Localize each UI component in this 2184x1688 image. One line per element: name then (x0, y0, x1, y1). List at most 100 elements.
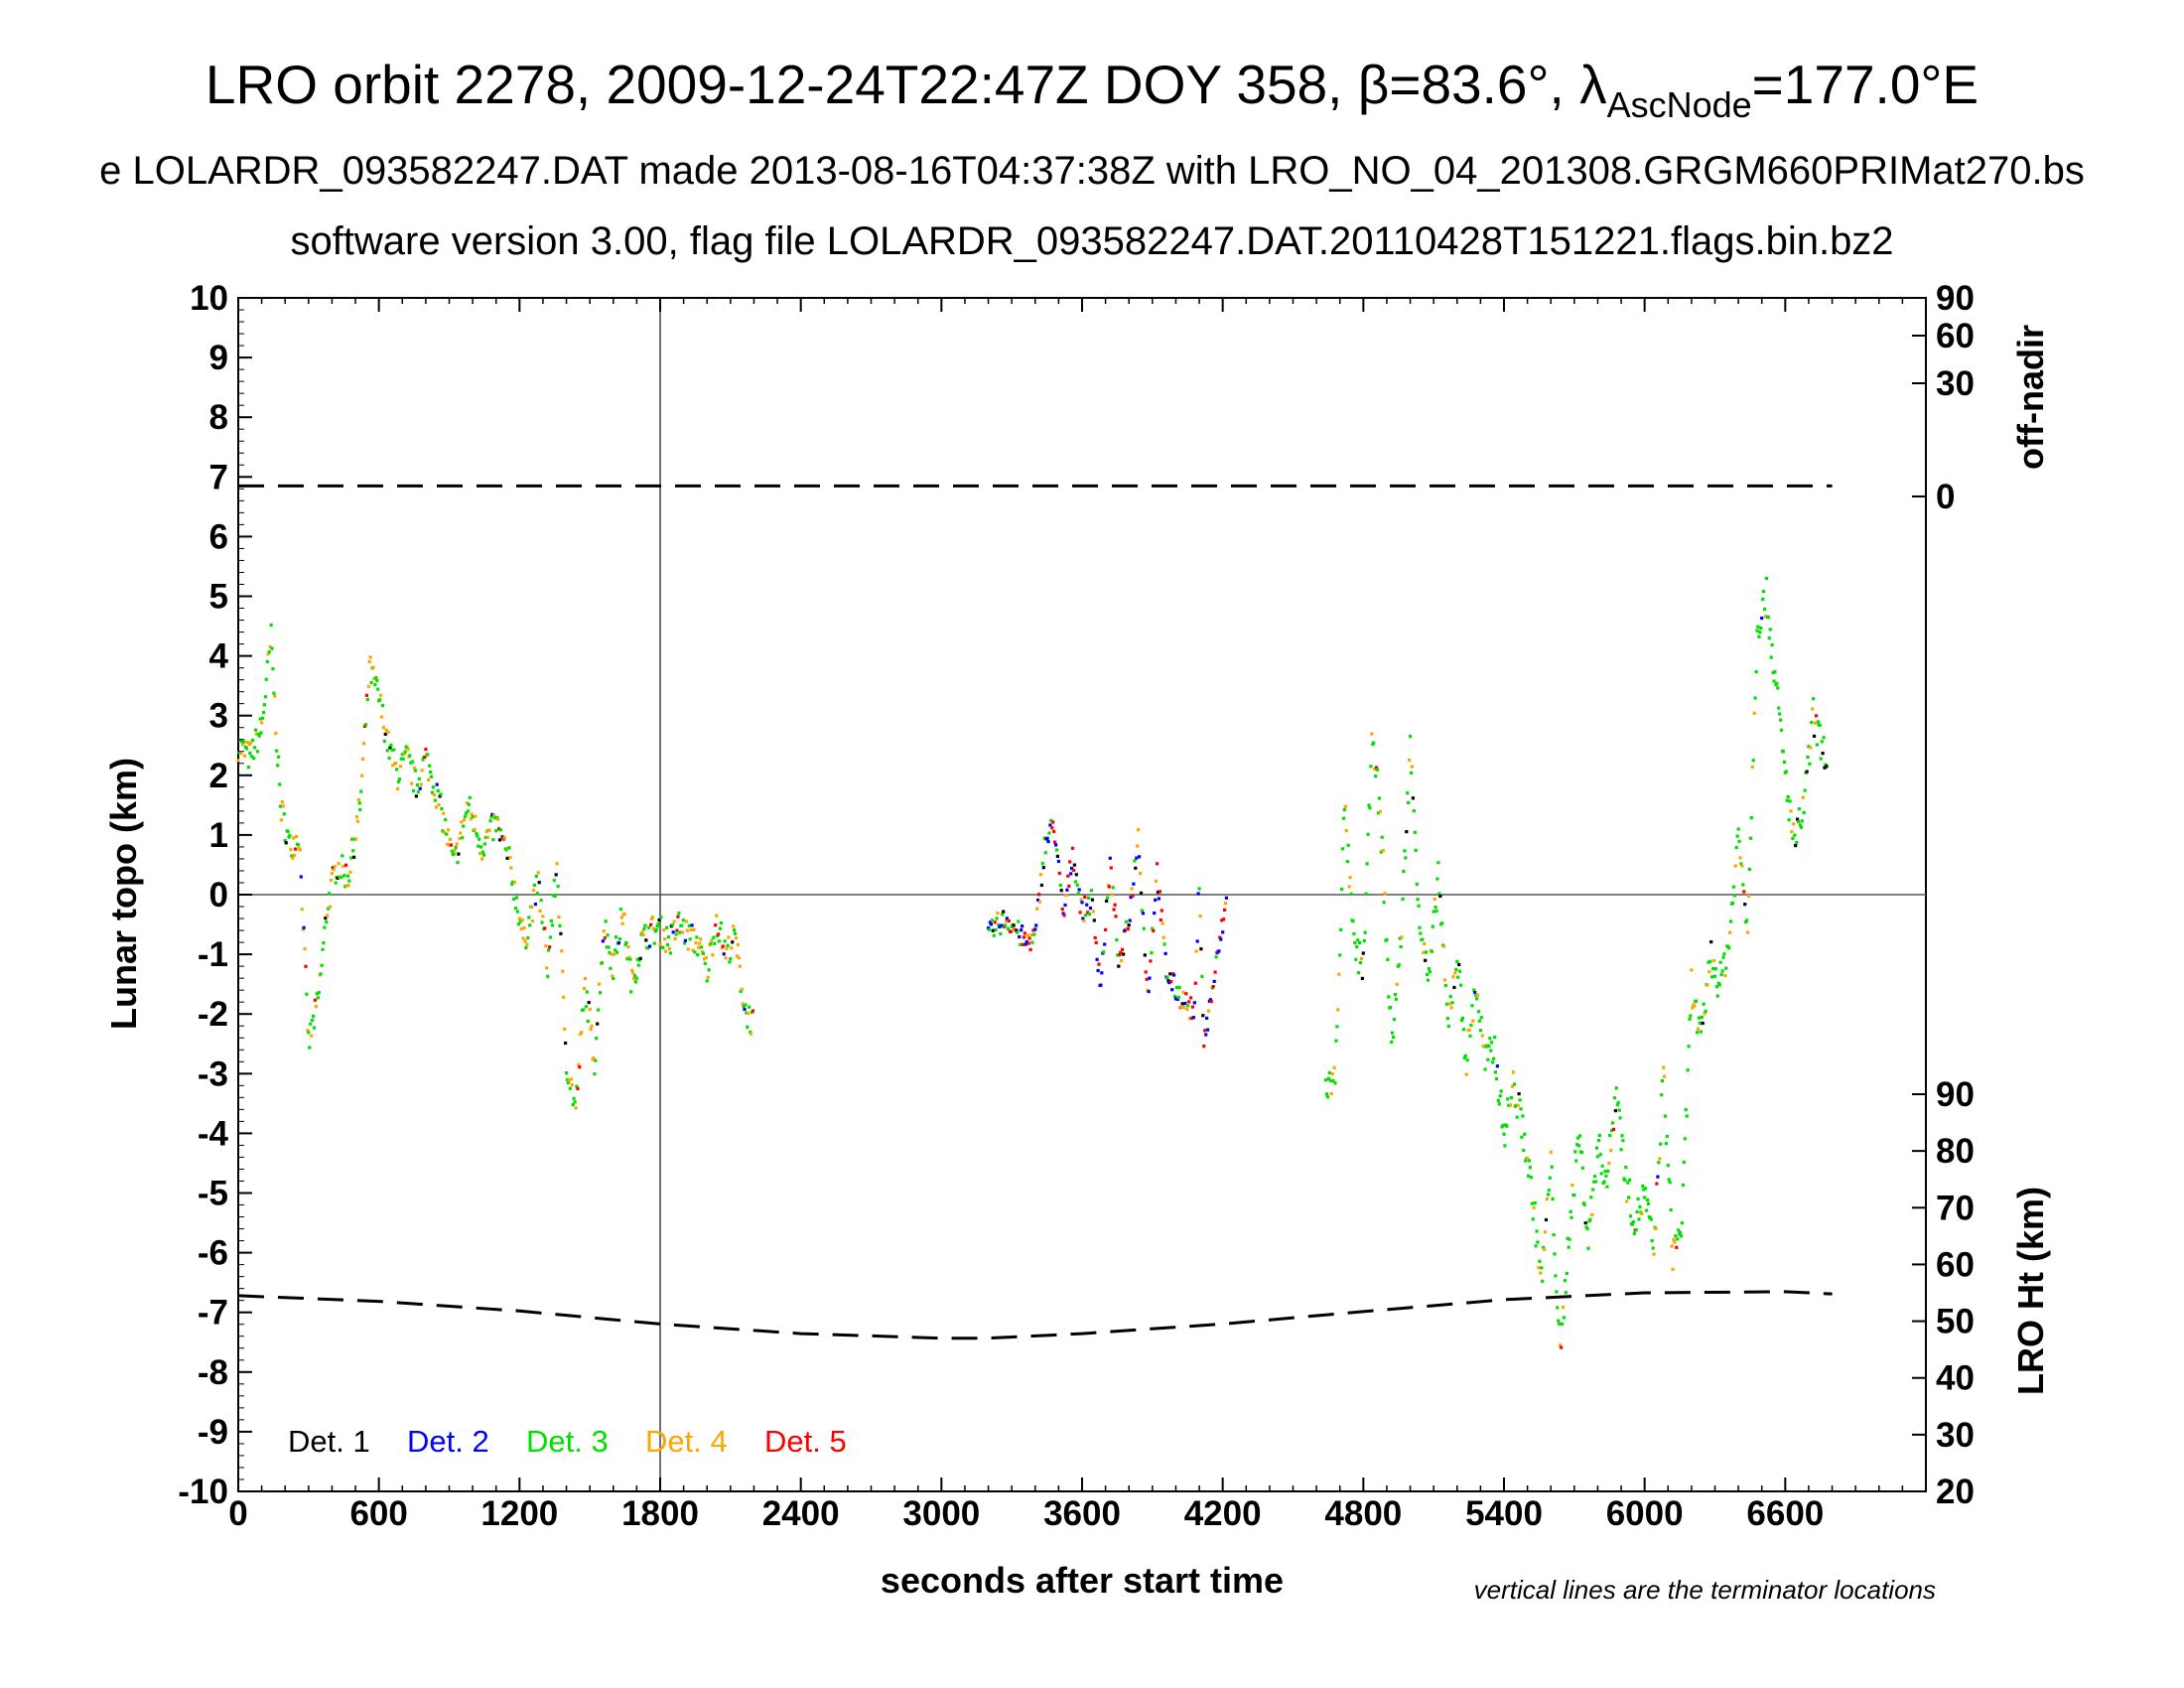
topo-point (389, 743, 393, 747)
topo-point (1444, 1002, 1448, 1006)
topo-point (1172, 973, 1176, 977)
topo-point (1613, 1109, 1617, 1113)
topo-point (1075, 883, 1079, 888)
topo-point (662, 928, 666, 932)
topo-point (1092, 918, 1096, 922)
topo-point (1664, 1142, 1668, 1146)
topo-point (1163, 951, 1167, 955)
topo-point (687, 923, 691, 927)
topo-point (594, 1058, 598, 1062)
topo-point (395, 768, 399, 772)
topo-point (710, 938, 714, 942)
topo-point (1440, 921, 1444, 925)
topo-point (406, 748, 410, 752)
topo-point (1193, 981, 1197, 985)
topo-point (1742, 890, 1746, 894)
topo-point (279, 818, 283, 822)
topo-point (488, 819, 492, 823)
y-tick-label: 5 (209, 578, 228, 617)
topo-point (1172, 994, 1177, 998)
topo-point (671, 930, 675, 934)
topo-point (998, 924, 1002, 929)
topo-point (1219, 937, 1223, 941)
topo-point (445, 832, 449, 836)
topo-point (1688, 1017, 1692, 1021)
topo-point (1139, 891, 1144, 895)
topo-point (997, 922, 1001, 927)
topo-point (1793, 833, 1797, 837)
topo-point (1434, 909, 1438, 913)
topo-point (1706, 983, 1709, 987)
topo-point (1739, 862, 1743, 866)
topo-point (1779, 718, 1783, 722)
topo-point (1222, 917, 1226, 921)
topo-point (1391, 1031, 1395, 1035)
topo-point (715, 914, 719, 917)
topo-point (547, 948, 551, 952)
topo-point (703, 961, 707, 965)
topo-point (578, 1065, 582, 1069)
topo-point (592, 1056, 596, 1060)
topo-point (1211, 985, 1215, 989)
x-tick-label: 4200 (1184, 1494, 1262, 1533)
topo-point (1515, 1115, 1519, 1119)
topo-point (1816, 720, 1820, 724)
topo-point (630, 968, 634, 972)
topo-point (373, 683, 377, 687)
topo-point (565, 1071, 569, 1075)
topo-point (1133, 859, 1137, 863)
topo-point (331, 866, 335, 870)
topo-point (492, 813, 496, 817)
topo-point (1452, 985, 1456, 990)
topo-point (1529, 1176, 1533, 1180)
y-tick-label: 3 (209, 697, 228, 736)
topo-point (441, 829, 445, 833)
topo-point (1621, 1139, 1625, 1143)
topo-point (397, 777, 401, 781)
topo-point (1179, 1006, 1183, 1010)
topo-point (1177, 986, 1181, 990)
y-tick-label: -6 (198, 1234, 228, 1273)
topo-point (1584, 1225, 1588, 1229)
topo-point (266, 652, 270, 656)
topo-point (348, 870, 352, 874)
topo-point (1743, 903, 1747, 907)
topo-point (1533, 1201, 1537, 1205)
topo-point (1175, 997, 1179, 1001)
topo-point (745, 1011, 749, 1015)
topo-point (1520, 1135, 1524, 1139)
topo-point (396, 786, 400, 791)
topo-point (301, 927, 305, 931)
topo-point (1352, 932, 1356, 936)
topo-point (1479, 1016, 1483, 1020)
topo-point (1522, 1149, 1526, 1153)
topo-point (1412, 809, 1416, 813)
topo-point (573, 1100, 577, 1104)
topo-point (711, 953, 715, 957)
topo-point (1576, 1136, 1580, 1140)
topo-point (699, 937, 703, 941)
topo-point (478, 852, 482, 856)
topo-point (364, 693, 368, 697)
topo-point (1759, 626, 1763, 631)
topo-point (1732, 894, 1736, 898)
topo-point (627, 955, 631, 959)
topo-point (992, 933, 996, 937)
topo-point (388, 746, 392, 750)
topo-point (400, 753, 404, 757)
topo-point (1751, 759, 1755, 763)
topo-point (466, 809, 470, 813)
topo-point (1640, 1211, 1644, 1215)
topo-point (1752, 711, 1756, 715)
topo-point (319, 972, 323, 976)
topo-point (509, 866, 513, 870)
topo-point (1712, 958, 1716, 963)
topo-point (1463, 1054, 1467, 1057)
topo-point (1784, 770, 1788, 774)
topo-point (1115, 938, 1119, 942)
topo-point (604, 919, 608, 923)
topo-point (1589, 1196, 1593, 1199)
topo-point (1077, 888, 1081, 892)
topo-point (1763, 615, 1768, 619)
topo-point (1487, 1044, 1491, 1049)
